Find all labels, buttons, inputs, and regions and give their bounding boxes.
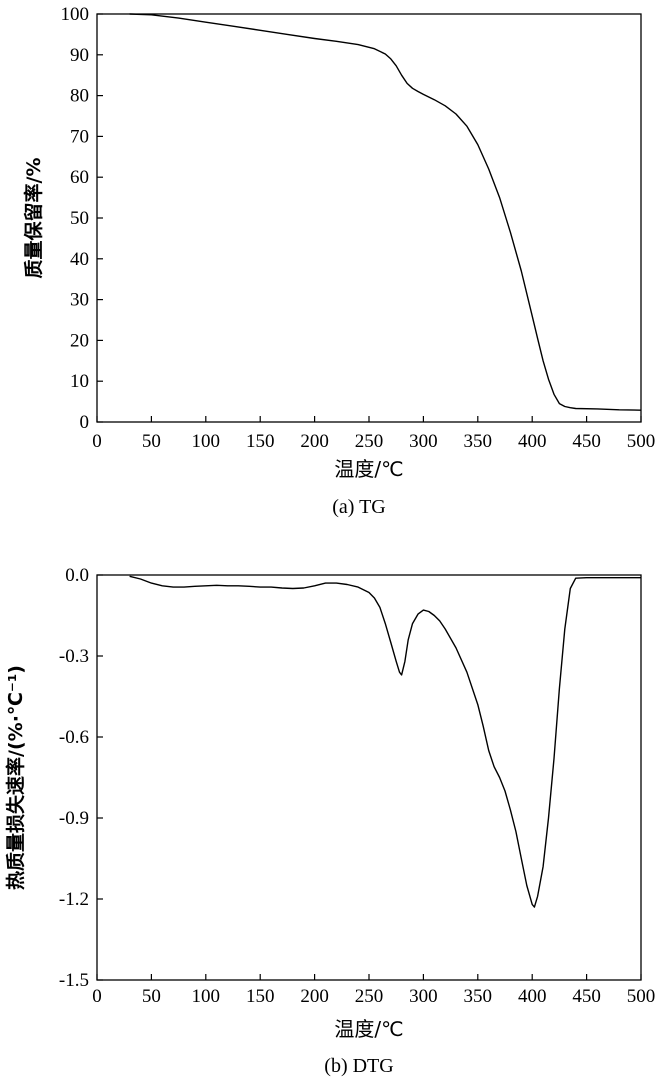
y-tick-label: 70 bbox=[70, 126, 89, 147]
y-tick-label: 50 bbox=[70, 208, 89, 229]
x-tick-label: 50 bbox=[142, 431, 161, 452]
x-tick-label: 250 bbox=[355, 986, 384, 1007]
tg-chart: 0 50 100 150 200 250 300 350 400 450 500 0 10 20 30 40 5… bbox=[22, 4, 655, 518]
x-tick-label: 500 bbox=[627, 431, 656, 452]
dtg-chart: 0 50 100 150 200 250 300 350 400 450 500 -1.5 -1.2 -0… bbox=[4, 565, 655, 1077]
y-tick-label: -0.6 bbox=[59, 727, 89, 748]
x-tick-label: 50 bbox=[142, 986, 161, 1007]
x-tick-label: 350 bbox=[464, 986, 493, 1007]
x-tick-label: 0 bbox=[92, 431, 102, 452]
x-tick-label: 100 bbox=[192, 431, 221, 452]
x-tick-label: 400 bbox=[518, 431, 547, 452]
plot-frame bbox=[96, 13, 642, 423]
x-tick-label: 500 bbox=[627, 986, 656, 1007]
x-tick-label: 450 bbox=[572, 431, 601, 452]
y-tick-label: -0.9 bbox=[59, 808, 89, 829]
x-tick-label: 150 bbox=[246, 431, 275, 452]
x-tick-label: 0 bbox=[92, 986, 102, 1007]
x-tick-label: 250 bbox=[355, 431, 384, 452]
y-tick-label: 0.0 bbox=[65, 565, 89, 586]
x-tick-label: 300 bbox=[409, 986, 438, 1007]
y-axis-label: 质量保留率/% bbox=[22, 158, 45, 279]
y-tick-label: -1.2 bbox=[59, 889, 89, 910]
dtg-curve bbox=[129, 575, 641, 908]
y-tick-label: -1.5 bbox=[59, 970, 89, 991]
y-tick-label: -0.3 bbox=[59, 646, 89, 667]
y-tick-label: 10 bbox=[70, 371, 89, 392]
x-axis-label: 温度/℃ bbox=[334, 457, 403, 481]
x-tick-label: 300 bbox=[409, 431, 438, 452]
x-tick-label: 200 bbox=[300, 431, 329, 452]
chart-caption: (a) TG bbox=[332, 496, 386, 518]
plot-frame bbox=[96, 574, 642, 981]
y-tick-label: 80 bbox=[70, 86, 89, 107]
y-tick-label: 20 bbox=[70, 330, 89, 351]
y-tick-label: 0 bbox=[80, 412, 90, 433]
x-tick-label: 100 bbox=[192, 986, 221, 1007]
chart-caption: (b) DTG bbox=[324, 1055, 393, 1077]
x-tick-label: 150 bbox=[246, 986, 275, 1007]
y-tick-label: 60 bbox=[70, 167, 89, 188]
y-tick-label: 30 bbox=[70, 290, 89, 311]
y-tick-label: 90 bbox=[70, 45, 89, 66]
x-tick-label: 350 bbox=[464, 431, 493, 452]
x-axis-label: 温度/℃ bbox=[334, 1017, 403, 1041]
y-axis-label: 热质量损失速率/(%·℃⁻¹) bbox=[4, 665, 27, 890]
tg-curve bbox=[129, 13, 642, 411]
x-tick-label: 400 bbox=[518, 986, 547, 1007]
y-tick-label: 40 bbox=[70, 249, 89, 270]
x-tick-label: 200 bbox=[300, 986, 329, 1007]
y-tick-label: 100 bbox=[61, 4, 90, 25]
x-tick-label: 450 bbox=[572, 986, 601, 1007]
